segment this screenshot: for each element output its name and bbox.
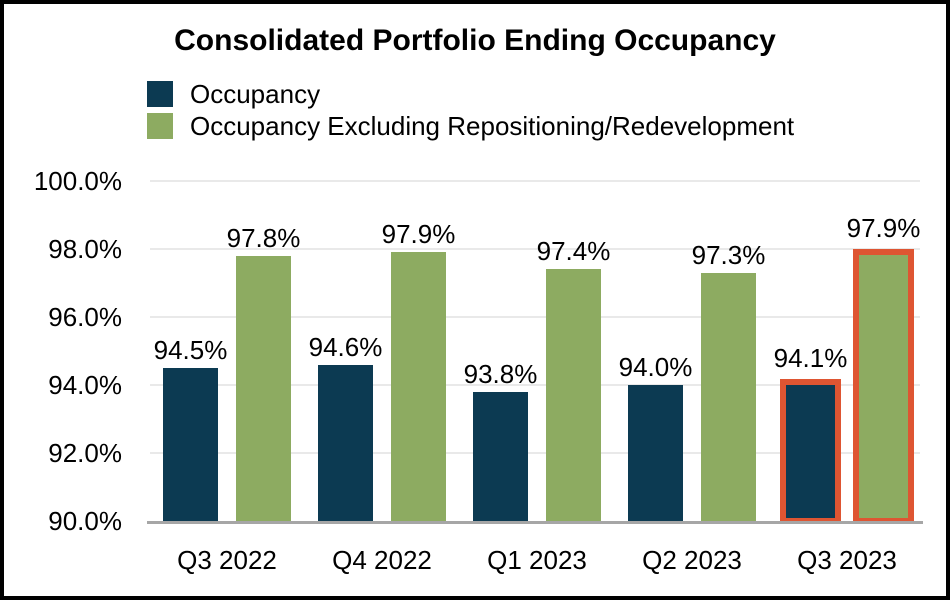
bar-value-label: 94.5% xyxy=(153,335,228,365)
bar-value-label: 97.4% xyxy=(536,236,611,266)
y-axis-label-100: 100.0% xyxy=(33,166,122,196)
chart-title: Consolidated Portfolio Ending Occupancy xyxy=(174,24,776,57)
bar-value-label: 94.1% xyxy=(773,343,848,373)
gridline-92 xyxy=(150,452,920,454)
legend-label-occupancy-excluding: Occupancy Excluding Repositioning/Redeve… xyxy=(190,110,795,141)
bar-occupancy-exc-q4-2022 xyxy=(391,252,446,521)
bar-occupancy-q1-2023 xyxy=(473,392,528,521)
gridline-96 xyxy=(150,316,920,318)
y-axis-label-96: 96.0% xyxy=(48,302,122,332)
x-axis-line xyxy=(147,521,923,524)
bar-occupancy-exc-q3-2022 xyxy=(236,256,291,521)
bar-value-label: 97.8% xyxy=(226,223,301,253)
x-axis-label-q2-2023: Q2 2023 xyxy=(642,545,742,575)
bar-occupancy-q2-2023 xyxy=(628,385,683,521)
legend-swatch-occupancy-excluding xyxy=(147,113,173,139)
bar-occupancy-exc-q2-2023 xyxy=(701,273,756,521)
bar-value-label: 97.3% xyxy=(691,240,766,270)
x-axis-label-q1-2023: Q1 2023 xyxy=(487,545,587,575)
x-axis-label-q3-2023: Q3 2023 xyxy=(797,545,897,575)
bar-occupancy-q3-2023 xyxy=(780,379,841,524)
x-axis-label-q3-2022: Q3 2022 xyxy=(177,545,277,575)
bar-occupancy-q3-2022 xyxy=(163,368,218,521)
bar-occupancy-exc-q3-2023 xyxy=(853,249,914,524)
x-axis-label-q4-2022: Q4 2022 xyxy=(332,545,432,575)
legend-label-occupancy: Occupancy xyxy=(190,78,321,109)
legend-swatch-occupancy xyxy=(147,81,173,107)
y-axis-label-98: 98.0% xyxy=(48,234,122,264)
y-axis-label-90: 90.0% xyxy=(48,506,122,536)
bar-value-label: 97.9% xyxy=(381,219,456,249)
bar-occupancy-exc-q1-2023 xyxy=(546,269,601,521)
legend-item-occupancy-excluding: Occupancy Excluding Repositioning/Redeve… xyxy=(147,110,794,142)
plot-area: 90.0% 92.0% 94.0% 96.0% 98.0% 100.0% 94.5% 94.6… xyxy=(4,4,946,596)
bar-value-label: 94.0% xyxy=(618,352,693,382)
bar-occupancy-q4-2022 xyxy=(318,365,373,521)
bar-value-label: 94.6% xyxy=(308,332,383,362)
gridline-94 xyxy=(150,384,920,386)
gridline-98 xyxy=(150,248,920,250)
y-axis-label-94: 94.0% xyxy=(48,370,122,400)
legend-item-occupancy: Occupancy xyxy=(147,78,794,110)
bar-value-label: 97.9% xyxy=(846,213,921,243)
chart-legend: Occupancy Occupancy Excluding Reposition… xyxy=(147,78,794,142)
y-axis-label-92: 92.0% xyxy=(48,438,122,468)
gridline-100 xyxy=(150,180,920,182)
bar-value-label: 93.8% xyxy=(463,359,538,389)
